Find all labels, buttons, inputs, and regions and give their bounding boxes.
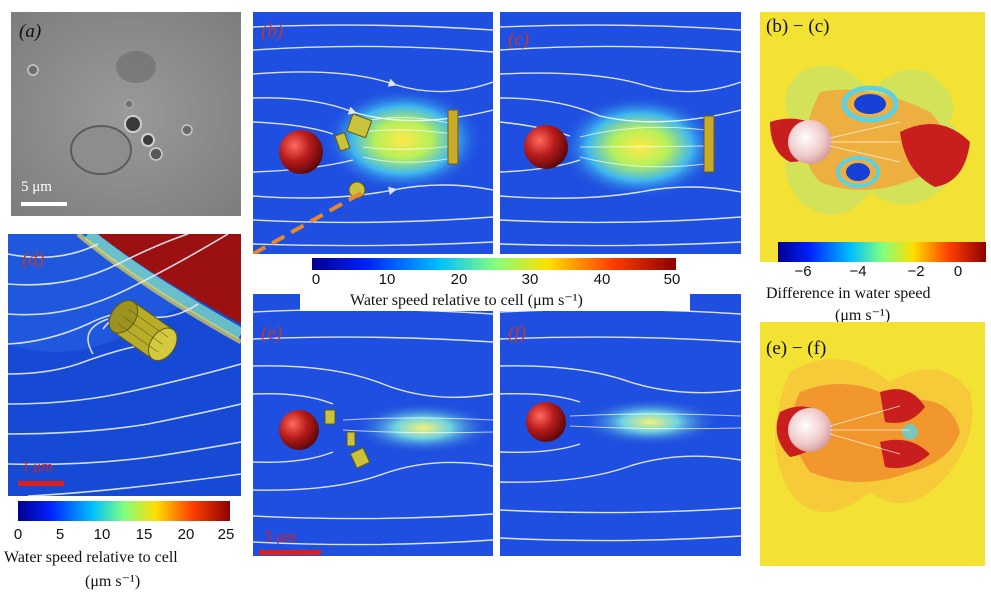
colorbar-diff-tick: −6 [794,263,812,280]
panel-d-label: (d) [22,249,45,270]
colorbar-main-tick: 0 [311,271,321,288]
colorbar-left-tick: 0 [13,526,23,543]
scale-bar-a-label: 5 μm [21,179,52,195]
colorbar-left-tick: 5 [55,526,65,543]
panel-ef-difference: (e) − (f) [760,322,985,566]
colorbar-diff-tick: −2 [907,263,925,280]
panel-c-flow-field: (c) [500,12,741,254]
panel-c-label: (c) [508,29,530,50]
panel-ef-label: (e) − (f) [766,338,827,359]
colorbar-main-title: Water speed relative to cell (μm s⁻¹) [350,292,583,309]
scale-bar-e [259,550,321,555]
colorbar-diff [778,242,986,262]
scale-bar-d [18,481,64,486]
cell-body-b [279,130,323,174]
cell-body-f [526,402,566,442]
colorbar-diff-tick: 0 [953,263,963,280]
colorbar-left-tick: 25 [217,526,235,543]
colorbar-left-tick: 20 [177,526,195,543]
panel-a-label: (a) [19,21,42,42]
scale-bar-e-label: 5 μm [265,529,296,545]
colorbar-left-title: Water speed relative to cell [4,549,178,566]
colorbar-main-tick: 20 [450,271,468,288]
colorbar-left-tick: 10 [93,526,111,543]
panel-d-zoom: (d) 1 μm [8,234,241,496]
colorbar-main-box: 0 10 20 30 40 50 Water speed relative to… [300,255,690,311]
panel-b-label: (b) [261,21,284,42]
panel-f-label: (f) [508,323,526,344]
cell-body-ef [788,408,832,452]
panel-b-flow-field: (b) [253,12,493,254]
cell-body-e [279,410,319,450]
panel-bc-difference: (b) − (c) [760,12,985,268]
colorbar-left [18,501,230,521]
colorbar-main-tick: 50 [663,271,681,288]
panel-f-flow-field: (f) [500,294,741,556]
scale-bar-d-label: 1 μm [22,459,53,475]
colorbar-diff-title: Difference in water speed [766,285,931,302]
colorbar-diff-box [760,262,991,322]
colorbar-main-tick: 40 [593,271,611,288]
cell-body-bc [788,120,832,164]
panel-a-micrograph: (a) 5 μm [11,12,241,216]
colorbar-left-unit: (μm s⁻¹) [85,573,141,590]
colorbar-left-tick: 15 [135,526,153,543]
panel-e-label: (e) [261,323,283,344]
colorbar-diff-tick: −4 [849,263,867,280]
cell-body-c [524,125,568,169]
colorbar-main-tick: 30 [521,271,539,288]
panel-bc-label: (b) − (c) [766,16,830,37]
colorbar-main-tick: 10 [378,271,396,288]
micrograph-image [11,12,241,216]
scale-bar-a [21,202,67,206]
colorbar-main [312,258,676,270]
colorbar-diff-unit: (μm s⁻¹) [835,307,891,324]
panel-e-flow-field: (e) 5 μm [253,294,493,556]
flagellum-segment-d [108,300,178,362]
panel-d-field [8,234,241,496]
